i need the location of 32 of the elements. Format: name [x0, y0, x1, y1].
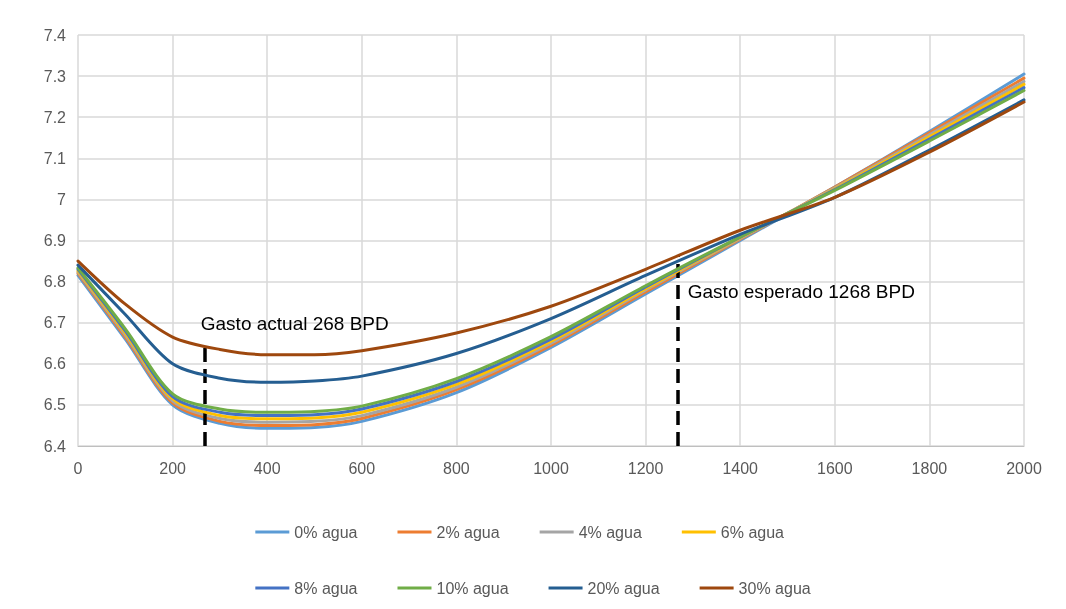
legend-label: 4% agua	[578, 523, 642, 541]
y-tick-label: 6.8	[43, 273, 67, 291]
legend-label: 10% agua	[436, 579, 509, 597]
x-tick-label: 1400	[722, 459, 759, 477]
y-tick-label: 6.4	[43, 437, 67, 455]
x-tick-label: 600	[348, 459, 376, 477]
x-tick-label: 1600	[817, 459, 853, 477]
legend-label: 6% agua	[720, 523, 785, 541]
y-tick-label: 6.6	[43, 355, 67, 373]
y-tick-label: 6.7	[43, 314, 67, 332]
x-tick-label: 800	[443, 459, 470, 477]
y-tick-label: 6.5	[43, 396, 67, 414]
y-tick-label: 7	[57, 190, 67, 208]
legend-label: 2% agua	[436, 523, 500, 541]
ref-line-label: Gasto actual 268 BPD	[200, 312, 389, 334]
y-tick-label: 6.9	[43, 232, 67, 249]
x-tick-label: 200	[159, 459, 187, 477]
x-tick-label: 1800	[911, 459, 948, 477]
y-tick-label: 7.4	[43, 26, 67, 44]
x-tick-label: 0	[73, 459, 83, 477]
y-tick-label: 7.3	[43, 67, 67, 85]
legend-label: 0% agua	[294, 523, 358, 541]
y-tick-label: 7.2	[43, 108, 67, 126]
x-tick-label: 1000	[533, 459, 569, 477]
y-tick-label: 7.1	[43, 149, 67, 167]
legend-label: 20% agua	[587, 579, 660, 597]
ref-line-label: Gasto esperado 1268 BPD	[687, 281, 915, 303]
x-tick-label: 1200	[627, 459, 664, 477]
legend-label: 8% agua	[294, 579, 358, 597]
legend-label: 30% agua	[738, 579, 811, 597]
x-tick-label: 2000	[1006, 459, 1042, 477]
x-tick-label: 400	[253, 459, 281, 477]
